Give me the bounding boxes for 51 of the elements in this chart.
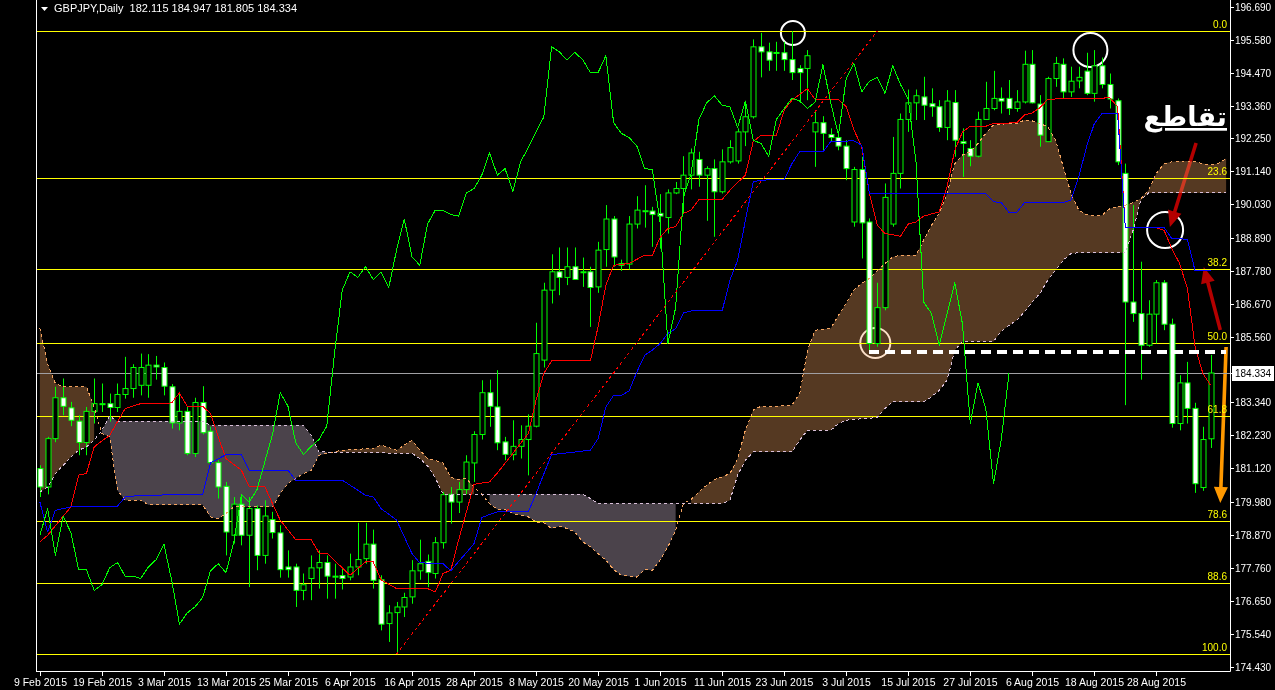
y-tick-label: 183.340	[1235, 397, 1272, 408]
y-tick-label: 195.580	[1235, 35, 1272, 46]
chart-title: GBPJPY,Daily 182.115 184.947 181.805 184.334	[54, 2, 298, 14]
ref-line-label: 100.0	[1201, 642, 1228, 654]
y-tick-label: 196.690	[1235, 2, 1272, 13]
x-tick-label: 28 Aug 2015	[1127, 676, 1187, 688]
y-tick-label: 194.470	[1235, 68, 1272, 79]
ref-line-label: 78.6	[1207, 508, 1228, 520]
x-tick-label: 28 Apr 2015	[446, 676, 503, 688]
x-tick-label: 1 Jun 2015	[634, 676, 687, 688]
x-tick-label: 9 Feb 2015	[13, 676, 68, 688]
x-tick-label: 23 Jun 2015	[755, 676, 814, 688]
y-tick-label: 193.360	[1235, 101, 1272, 112]
x-tick-label: 3 Jul 2015	[822, 676, 871, 688]
x-tick-label: 20 May 2015	[568, 676, 630, 688]
y-tick-label: 178.870	[1235, 530, 1272, 541]
y-tick-label: 185.560	[1235, 332, 1272, 343]
x-tick-label: 18 Aug 2015	[1065, 676, 1125, 688]
ref-line-label: 38.2	[1207, 257, 1228, 269]
y-tick-label: 182.230	[1235, 430, 1272, 441]
line-series	[39, 192, 1227, 505]
y-tick-label: 186.670	[1235, 299, 1272, 310]
y-tick-label: 190.030	[1235, 199, 1272, 210]
line-series	[39, 46, 1010, 625]
annotation: تقاطع	[1143, 101, 1227, 133]
y-tick-label: 192.250	[1235, 133, 1272, 144]
y-tick-label: 177.760	[1235, 563, 1272, 574]
x-tick-label: 6 Aug 2015	[1005, 676, 1060, 688]
x-tick-label: 25 Mar 2015	[259, 676, 319, 688]
x-tick-label: 11 Jun 2015	[693, 676, 752, 688]
y-tick-label: 174.430	[1235, 662, 1272, 673]
y-tick-label: 187.780	[1235, 266, 1272, 277]
y-tick-label: 188.890	[1235, 233, 1272, 244]
ref-line-label: 0.0	[1213, 19, 1228, 31]
x-tick-label: 15 Jul 2015	[881, 676, 936, 688]
y-tick-label: 175.540	[1235, 629, 1272, 640]
y-tick-label: 184.334	[1232, 366, 1274, 381]
x-tick-label: 6 Apr 2015	[325, 676, 377, 688]
y-tick-label: 176.650	[1235, 596, 1272, 607]
y-tick-label: 191.140	[1235, 166, 1272, 177]
x-tick-label: 27 Jul 2015	[943, 676, 998, 688]
x-tick-label: 8 May 2015	[509, 676, 565, 688]
x-tick-label: 19 Feb 2015	[73, 676, 133, 688]
ref-line-label: 23.6	[1207, 166, 1228, 178]
y-tick-label: 181.120	[1235, 463, 1272, 474]
x-tick-label: 3 Mar 2015	[137, 676, 192, 688]
ref-line-label: 50.0	[1207, 330, 1228, 342]
y-tick-label: 179.980	[1235, 497, 1272, 508]
x-tick-label: 13 Mar 2015	[197, 676, 257, 688]
x-tick-label: 16 Apr 2015	[384, 676, 441, 688]
ref-line-label: 88.6	[1207, 571, 1228, 583]
